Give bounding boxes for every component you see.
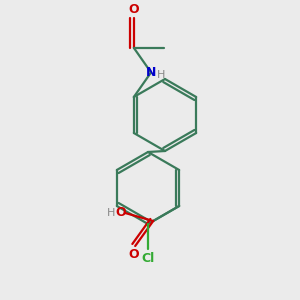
Text: O: O (128, 3, 139, 16)
Text: Cl: Cl (141, 251, 154, 265)
Text: H: H (157, 70, 165, 80)
Text: O: O (115, 206, 125, 218)
Text: N: N (146, 66, 156, 79)
Text: H: H (107, 208, 116, 218)
Text: O: O (128, 248, 139, 262)
